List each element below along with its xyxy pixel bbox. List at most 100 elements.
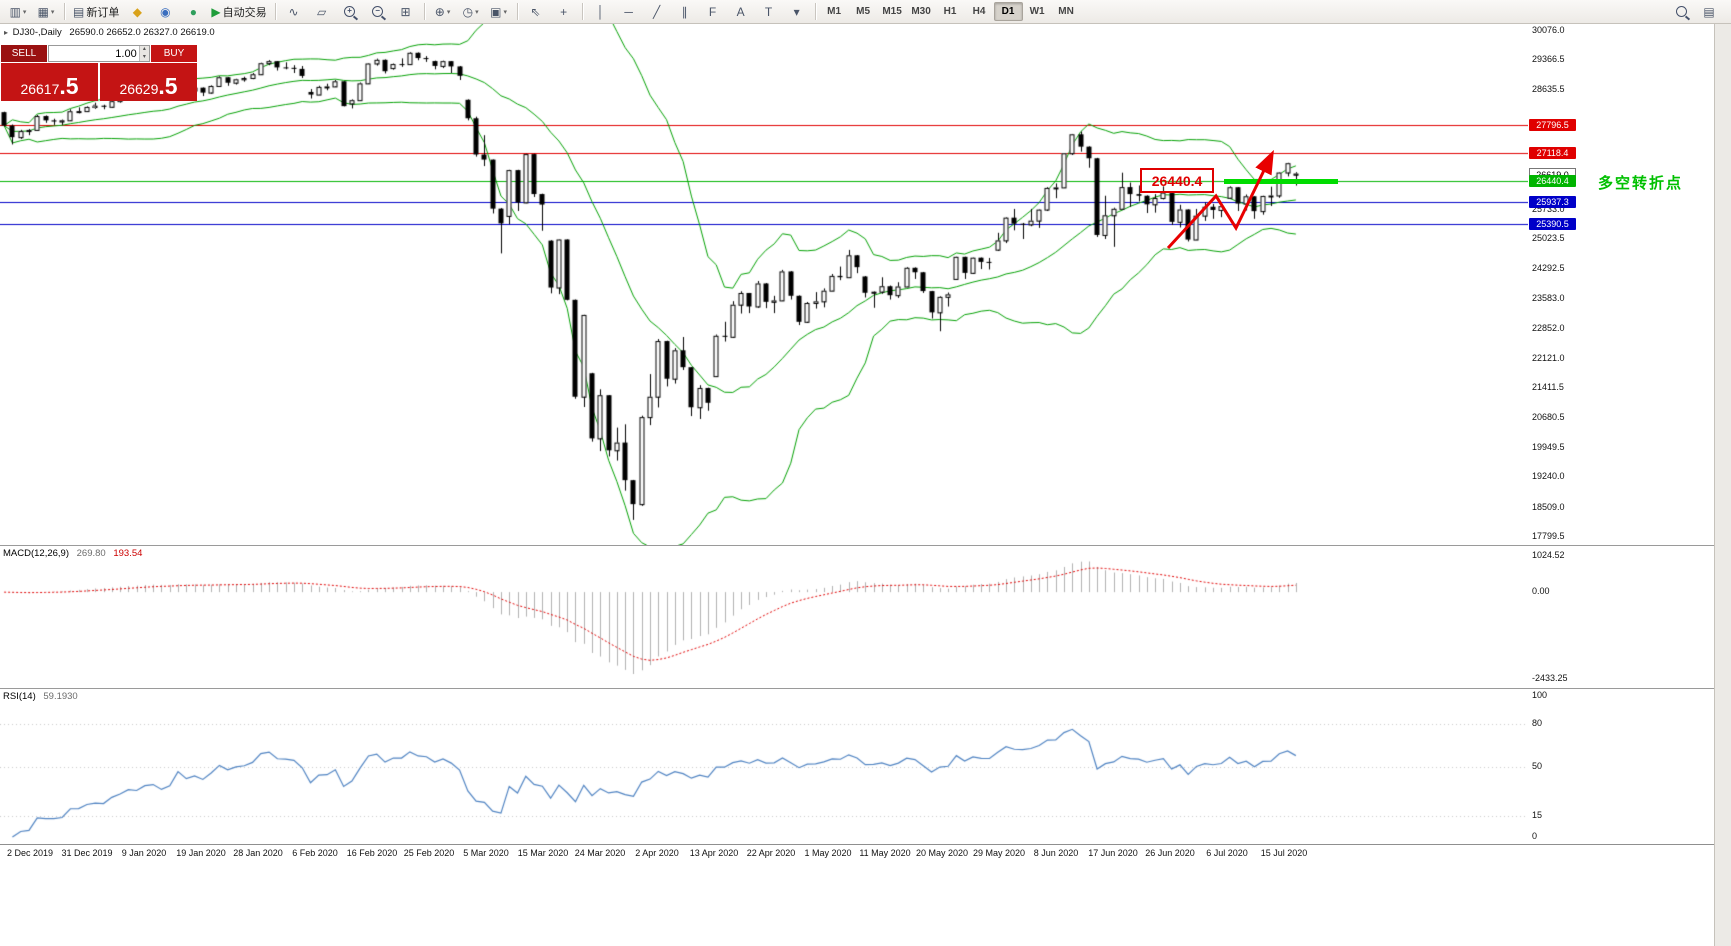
timeframe-button-mn[interactable]: MN xyxy=(1058,6,1074,17)
trendline-icon: ╱ xyxy=(652,4,661,19)
timeframe-button-w1[interactable]: W1 xyxy=(1029,6,1045,17)
autotrading-label: 自动交易 xyxy=(222,6,267,19)
buy-button[interactable]: BUY xyxy=(151,45,197,62)
support-line-segment[interactable] xyxy=(1224,179,1338,184)
macd-signal-value: 193.54 xyxy=(113,548,143,559)
new-order-icon: ▤ xyxy=(73,4,85,19)
timeframe-button-d1[interactable]: D1 xyxy=(993,2,1023,21)
finance-button[interactable]: ◆ xyxy=(123,1,151,23)
trend-arrow[interactable] xyxy=(1150,140,1290,260)
horizontal-line-button[interactable]: ─ xyxy=(615,1,643,23)
profiles-button[interactable]: ▦ ▾ xyxy=(32,1,60,23)
price-annotation-box[interactable]: 26440.4 xyxy=(1140,168,1214,193)
price-line-label: 26440.4 xyxy=(1529,175,1576,187)
new-chart-icon: ▥ xyxy=(9,4,21,19)
chart-template-dropdown-icon: ▾ xyxy=(503,8,507,16)
profiles-icon: ▦ xyxy=(37,4,49,19)
horizontal-line-icon: ─ xyxy=(624,4,633,19)
finance-icon: ◆ xyxy=(132,4,142,19)
trendline-button[interactable]: ╱ xyxy=(643,1,671,23)
time-axis-label: 20 May 2020 xyxy=(915,848,969,858)
tile-windows-button[interactable]: ⊞ xyxy=(392,1,420,23)
community-icon: ◉ xyxy=(160,4,171,19)
timeframe-button-m15[interactable]: M15 xyxy=(882,6,902,17)
chart-template-button[interactable]: ▣ ▾ xyxy=(485,1,513,23)
sell-price-button[interactable]: 26617 .5 xyxy=(1,63,98,101)
autotrading-button[interactable]: ▶ 自动交易 xyxy=(207,1,270,23)
text-label-icon: T xyxy=(764,4,773,19)
timeframe-button-m30[interactable]: M30 xyxy=(911,6,931,17)
rsi-tick-label: 100 xyxy=(1532,690,1548,700)
volume-up-button[interactable]: ▴ xyxy=(138,46,149,54)
time-axis-label: 28 Jan 2020 xyxy=(233,848,283,858)
one-click-collapse-button[interactable]: ▴ xyxy=(92,101,97,110)
time-axis[interactable]: 2 Dec 2019 31 Dec 2019 9 Jan 2020 19 Jan 20… xyxy=(0,844,1714,865)
news-button[interactable]: ● xyxy=(179,1,207,23)
pane-separator[interactable] xyxy=(0,545,1714,546)
time-axis-label: 15 Mar 2020 xyxy=(517,848,569,858)
timeframe-button-h4[interactable]: H4 xyxy=(972,6,986,17)
vertical-line-icon: │ xyxy=(596,4,605,19)
timeframe-button-h1[interactable]: H1 xyxy=(943,6,957,17)
timeframe-button-m1[interactable]: M1 xyxy=(827,6,842,17)
cursor-button[interactable]: ⇖ xyxy=(522,1,550,23)
text-icon: A xyxy=(736,4,745,19)
rsi-tick-label: 80 xyxy=(1532,718,1543,728)
price-tick-label: 18509.0 xyxy=(1532,502,1565,512)
time-axis-label: 17 Jun 2020 xyxy=(1088,848,1138,858)
zoom-out-button[interactable]: − xyxy=(364,1,392,23)
text-button[interactable]: A xyxy=(727,1,755,23)
new-object-button[interactable]: ⊕ ▾ xyxy=(429,1,457,23)
data-window-button[interactable]: ▤ xyxy=(1695,1,1723,23)
period-clock-button[interactable]: ◷ ▾ xyxy=(457,1,485,23)
price-tick-label: 23583.0 xyxy=(1532,293,1565,303)
time-axis-label: 5 Mar 2020 xyxy=(463,848,509,858)
volume-input[interactable] xyxy=(49,46,139,61)
time-axis-label: 22 Apr 2020 xyxy=(746,848,796,858)
time-axis-label: 2 Apr 2020 xyxy=(635,848,679,858)
crosshair-icon: + xyxy=(560,4,568,19)
crosshair-button[interactable]: + xyxy=(550,1,578,23)
macd-tick-label: -2433.25 xyxy=(1532,673,1568,683)
right-scroll-strip[interactable] xyxy=(1714,24,1731,946)
buy-price-button[interactable]: 26629 .5 xyxy=(100,63,197,101)
vertical-line-button[interactable]: │ xyxy=(587,1,615,23)
shapes-button[interactable]: ▾ xyxy=(783,1,811,23)
indicators-button[interactable]: ∿ xyxy=(280,1,308,23)
rsi-tick-label: 15 xyxy=(1532,810,1543,820)
price-axis-column[interactable]: 30076.0 29366.5 28635.5 25733.0 25023.5 24292… xyxy=(1529,24,1714,844)
time-axis-label: 19 Jan 2020 xyxy=(176,848,226,858)
community-button[interactable]: ◉ xyxy=(151,1,179,23)
rsi-pane-canvas[interactable] xyxy=(0,689,1528,844)
price-tick-label: 22852.0 xyxy=(1532,323,1565,333)
volume-down-button[interactable]: ▾ xyxy=(138,53,149,61)
objects-list-button[interactable]: ▱ xyxy=(308,1,336,23)
rsi-tick-label: 50 xyxy=(1532,761,1543,771)
zoom-in-button[interactable]: + xyxy=(336,1,364,23)
channel-button[interactable]: ∥ xyxy=(671,1,699,23)
zoom-in-icon: + xyxy=(344,6,356,17)
price-chart-canvas[interactable] xyxy=(0,24,1528,545)
sell-button[interactable]: SELL xyxy=(1,45,47,62)
macd-label: MACD(12,26,9) 269.80 193.54 xyxy=(3,548,142,559)
turning-point-label[interactable]: 多空转折点 xyxy=(1598,175,1684,192)
new-order-button[interactable]: ▤ 新订单 xyxy=(69,1,123,23)
search-button[interactable] xyxy=(1667,1,1695,23)
price-line-label: 25390.5 xyxy=(1529,218,1576,230)
symbol-marker-icon: ▸ xyxy=(4,28,9,37)
time-axis-label: 11 May 2020 xyxy=(859,848,911,858)
sell-price-frac: .5 xyxy=(59,73,79,100)
macd-pane-canvas[interactable] xyxy=(0,546,1528,688)
timeframe-button-m5[interactable]: M5 xyxy=(856,6,871,17)
pane-separator[interactable] xyxy=(0,688,1714,689)
text-label-button[interactable]: T xyxy=(755,1,783,23)
new-order-label: 新订单 xyxy=(86,6,120,19)
sell-price-main: 26617 xyxy=(20,80,60,97)
time-axis-label: 25 Feb 2020 xyxy=(403,848,455,858)
time-axis-label: 26 Jun 2020 xyxy=(1145,848,1195,858)
period-clock-dropdown-icon: ▾ xyxy=(475,8,479,16)
time-axis-label: 1 May 2020 xyxy=(804,848,852,858)
new-chart-button[interactable]: ▥ ▾ xyxy=(4,1,32,23)
fibonacci-button[interactable]: F xyxy=(699,1,727,23)
price-line-label: 27118.4 xyxy=(1529,147,1576,159)
